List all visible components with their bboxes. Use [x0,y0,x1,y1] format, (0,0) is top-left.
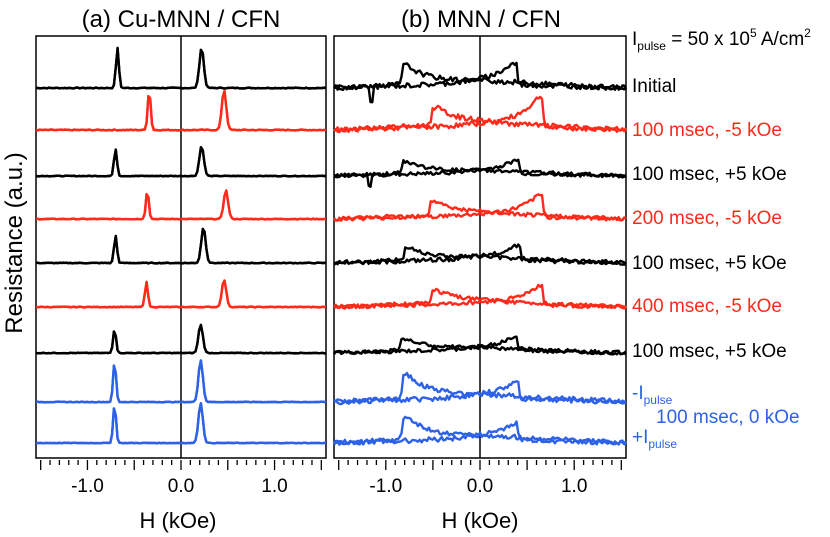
trace-1-7-down [333,371,626,405]
x-tick-label: 0.0 [168,476,194,497]
x-axis-label-a: H (kOe) [140,508,217,533]
x-tick-label: -1.0 [369,476,402,497]
row-label: 400 msec, -5 kOe [632,296,782,317]
minus-pulse-label: -Ipulse [632,383,673,407]
x-tick-label: -1.0 [71,476,104,497]
trace-1-8-down [333,415,627,446]
trace-0-1-down [35,89,326,132]
trace-1-6-down [333,337,627,356]
pulse-unit-exp: 2 [804,26,811,40]
trace-0-0-down [36,46,327,90]
pulse-value: = 50 x 10 [666,29,750,50]
row-label: 100 msec, +5 kOe [632,253,787,274]
trace-1-3-up [333,193,627,222]
trace-0-5-down [36,279,327,309]
pulse-exp: 5 [750,26,757,40]
pulse-prefix: I [632,29,637,50]
trace-1-2-down [333,159,627,188]
plus-pulse-label: +Ipulse [632,427,677,451]
trace-0-6-down [35,323,326,355]
x-tick-label: 1.0 [561,476,587,497]
x-tick-label: 0.0 [467,476,493,497]
trace-0-8-down [35,402,327,445]
panel-b-title: (b) MNN / CFN [401,6,561,33]
trace-0-2-down [35,146,327,178]
trace-1-0-down [332,62,628,104]
row-label: 100 msec, +5 kOe [632,341,787,362]
trace-0-7-down [36,359,326,404]
panel-a-title: (a) Cu-MNN / CFN [82,6,281,33]
x-tick-label: 1.0 [261,476,287,497]
pulse-unit: A/cm [757,29,805,50]
trace-0-3-down [36,189,327,221]
trace-1-4-down [333,246,627,266]
trace-1-3-down [333,199,627,222]
trace-1-1-down [333,104,628,134]
blue-condition-label: 100 msec, 0 kOe [656,407,800,428]
row-label: 200 msec, -5 kOe [632,208,782,229]
row-label: 100 msec, +5 kOe [632,164,787,185]
trace-1-5-down [333,287,627,310]
trace-0-4-down [35,227,327,265]
x-axis-label-b: H (kOe) [442,508,519,533]
row-label: 100 msec, -5 kOe [632,120,782,141]
row-label: Initial [632,76,676,97]
pulse-current-label: Ipulse = 50 x 105 A/cm2 [632,26,811,53]
pulse-sub: pulse [637,39,666,53]
y-axis-label: Resistance (a.u.) [1,152,28,333]
